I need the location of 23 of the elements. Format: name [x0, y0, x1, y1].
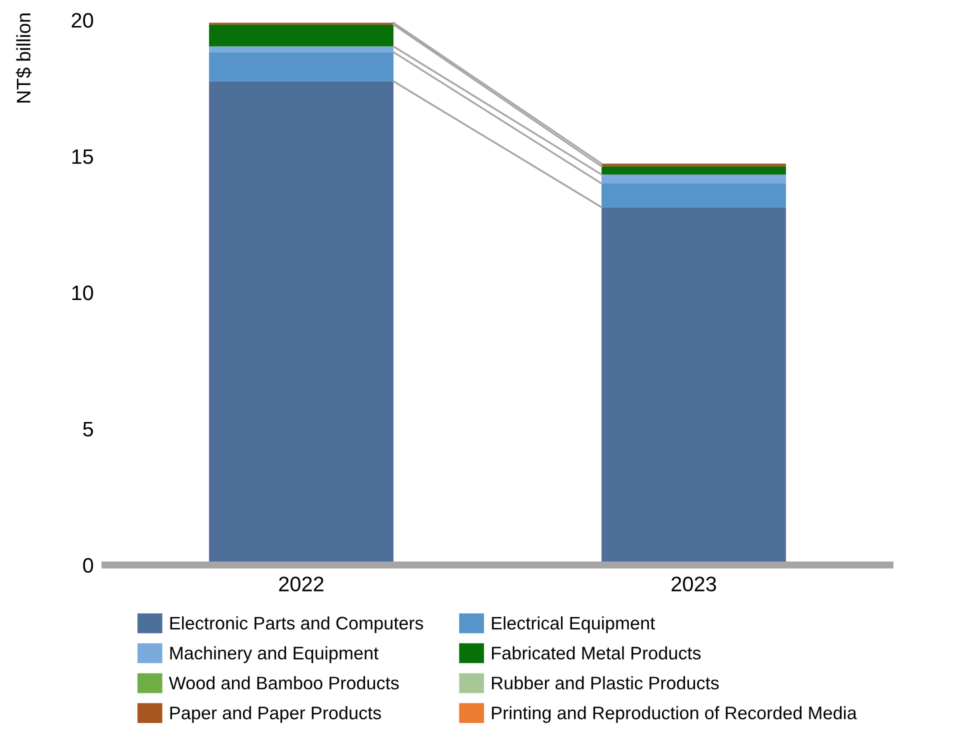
legend-label: Rubber and Plastic Products: [492, 676, 719, 690]
bar: [602, 166, 786, 175]
legend-label: Wood and Bamboo Products: [168, 676, 399, 690]
legend-label: Printing and Reproduction of Recorded Media: [492, 706, 857, 723]
legend-label: Machinery and Equipment: [170, 646, 378, 664]
y-tick-label: 20: [72, 13, 94, 28]
y-tick-label: 15: [72, 149, 94, 164]
y-tick-label: 5: [83, 422, 94, 437]
legend-label: Electronic Parts and Computers: [170, 616, 424, 634]
x-tick-label: 2023: [672, 576, 716, 592]
bar: [602, 164, 786, 166]
y-tick-label: 10: [72, 286, 94, 300]
bar: [209, 52, 394, 82]
x-tick-label: 2022: [279, 576, 324, 592]
legend-label: Electrical Equipment: [492, 616, 655, 634]
bar: [209, 24, 394, 46]
bar: [602, 184, 786, 208]
y-axis-title: NT$ billion: [16, 13, 32, 102]
legend-label: Fabricated Metal Products: [492, 646, 701, 660]
bar: [602, 174, 786, 184]
bar: [209, 46, 394, 52]
legend-label: Paper and Paper Products: [170, 706, 381, 723]
y-tick-label: 0: [83, 558, 94, 573]
